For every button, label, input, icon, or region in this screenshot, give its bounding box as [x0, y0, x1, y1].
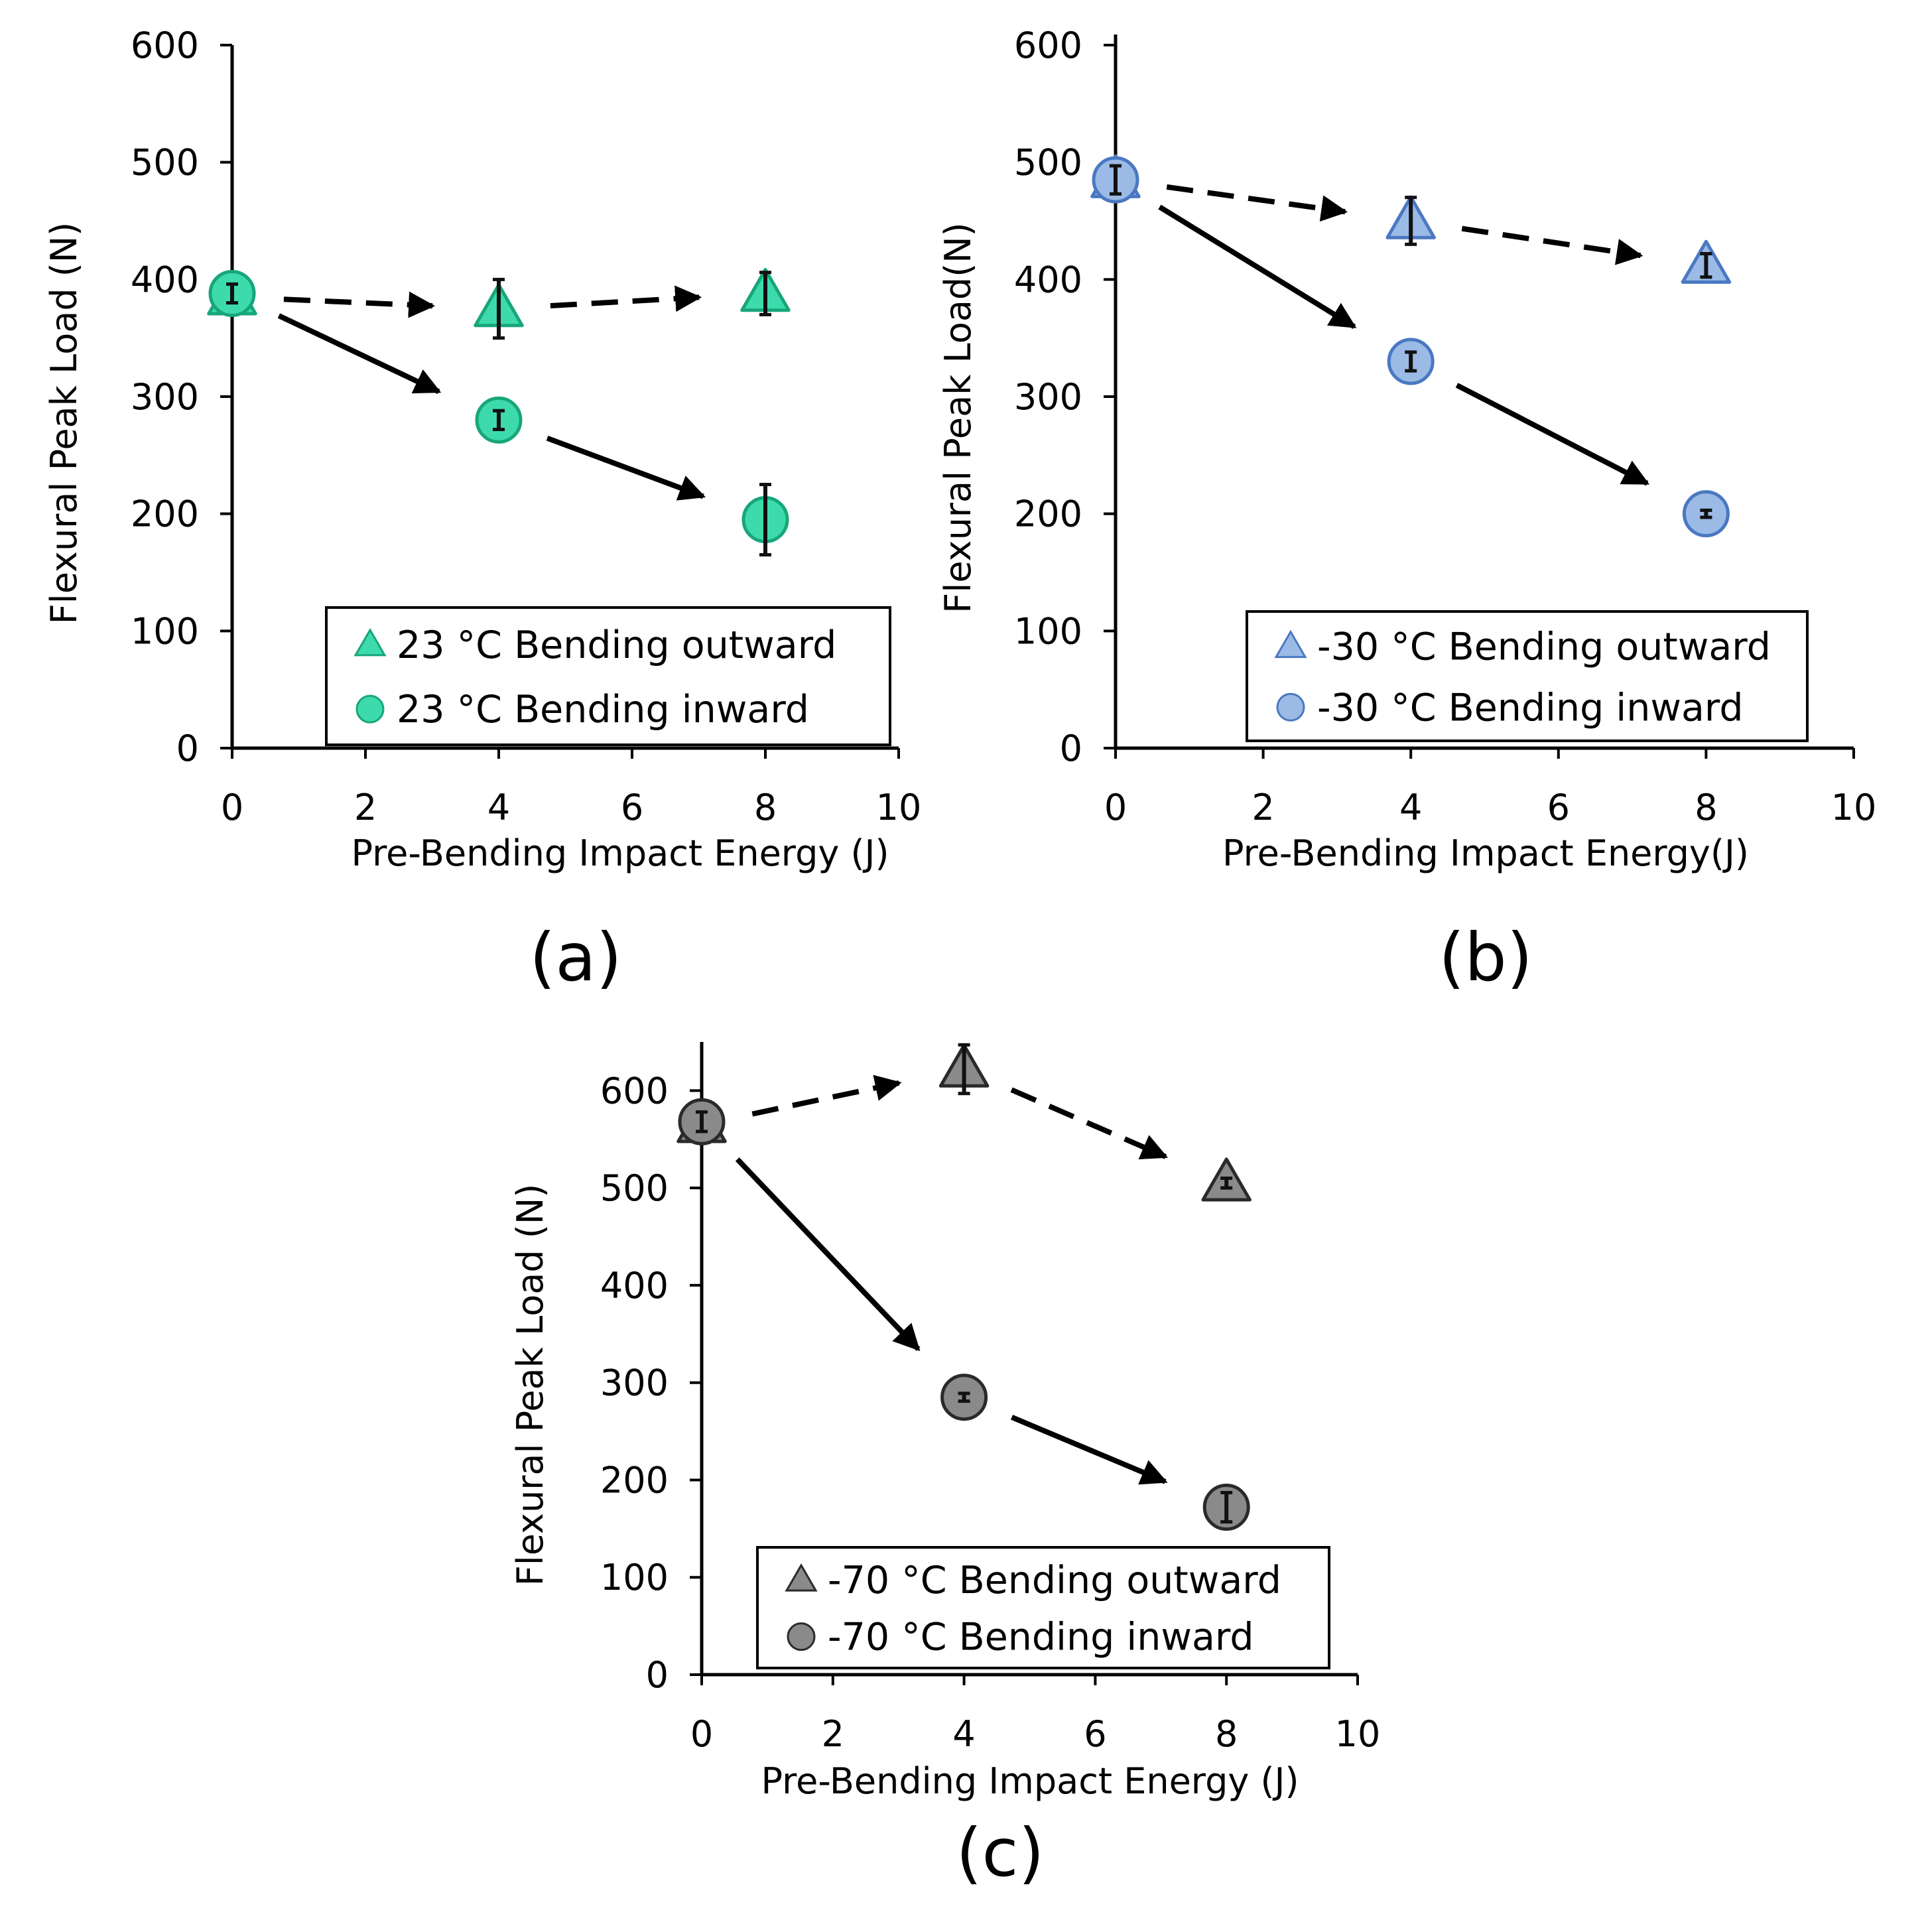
legend-marker-triangle	[353, 627, 387, 657]
trend-arrow-dashed	[283, 291, 436, 318]
y-axis-title: Flexural Peak Load(N)	[937, 222, 979, 613]
legend-entry: -30 °C Bending outward	[1317, 625, 1771, 669]
legend-marker-circle	[787, 1622, 816, 1651]
y-axis-title: Flexural Peak Load (N)	[43, 222, 85, 625]
y-tick-label: 0	[176, 728, 199, 769]
trend-arrow-dashed	[751, 1074, 902, 1117]
trend-arrow-dashed	[550, 285, 702, 312]
x-tick-label: 8	[1695, 787, 1717, 828]
legend-box	[1246, 610, 1809, 742]
legend-entry: 23 °C Bending inward	[397, 688, 809, 732]
legend-marker-triangle	[1274, 629, 1307, 659]
x-tick-label: 4	[952, 1713, 975, 1755]
legend-marker-circle	[1276, 692, 1305, 722]
legend-entry: -70 °C Bending inward	[828, 1616, 1254, 1659]
trend-arrow-solid	[546, 435, 706, 501]
trend-arrow-dashed	[1166, 184, 1348, 222]
x-tick-label: 10	[876, 787, 922, 828]
x-tick-label: 6	[1547, 787, 1570, 828]
y-tick-label: 500	[1014, 142, 1082, 184]
y-tick-label: 100	[131, 610, 199, 652]
x-axis-title: Pre-Bending Impact Energy (J)	[351, 832, 889, 874]
y-tick-label: 300	[600, 1362, 669, 1404]
y-tick-label: 100	[1014, 610, 1082, 652]
legend-box	[756, 1546, 1330, 1669]
x-axis-title: Pre-Bending Impact Energy(J)	[1222, 832, 1749, 874]
y-tick-label: 400	[131, 259, 199, 300]
x-tick-label: 6	[1084, 1713, 1106, 1755]
x-tick-label: 4	[487, 787, 510, 828]
panel-label: (c)	[956, 1814, 1044, 1892]
y-tick-label: 0	[646, 1654, 669, 1696]
y-tick-label: 100	[600, 1557, 669, 1598]
y-tick-label: 0	[1060, 728, 1082, 769]
y-tick-label: 400	[1014, 259, 1082, 300]
legend-marker-circle	[355, 694, 385, 724]
x-tick-label: 2	[354, 787, 377, 828]
y-tick-label: 600	[600, 1070, 669, 1112]
y-tick-label: 600	[1014, 25, 1082, 66]
legend-marker-triangle	[785, 1563, 818, 1592]
panel-label: (b)	[1439, 919, 1533, 996]
x-tick-label: 6	[621, 787, 643, 828]
y-tick-label: 200	[131, 493, 199, 535]
x-tick-label: 8	[1215, 1713, 1238, 1755]
legend-entry: -30 °C Bending inward	[1317, 686, 1744, 730]
y-tick-label: 600	[131, 25, 199, 66]
x-tick-label: 10	[1831, 787, 1877, 828]
legend-entry: 23 °C Bending outward	[397, 623, 836, 667]
x-tick-label: 10	[1335, 1713, 1381, 1755]
y-tick-label: 400	[600, 1265, 669, 1307]
y-tick-label: 300	[131, 376, 199, 418]
trend-arrow-solid	[1158, 204, 1357, 330]
x-axis-title: Pre-Bending Impact Energy (J)	[761, 1760, 1299, 1802]
x-tick-label: 0	[1104, 787, 1127, 828]
x-tick-label: 0	[690, 1713, 713, 1755]
trend-arrow-solid	[1455, 383, 1650, 486]
x-tick-label: 2	[1252, 787, 1274, 828]
y-tick-label: 500	[131, 142, 199, 184]
x-tick-label: 8	[754, 787, 777, 828]
x-tick-label: 4	[1399, 787, 1422, 828]
legend-box	[325, 606, 891, 746]
x-tick-label: 2	[822, 1713, 844, 1755]
y-axis-title: Flexural Peak Load (N)	[509, 1184, 551, 1586]
legend-entry: -70 °C Bending outward	[828, 1559, 1281, 1602]
trend-arrow-dashed	[1010, 1087, 1169, 1160]
x-tick-label: 0	[221, 787, 243, 828]
trend-arrow-solid	[735, 1157, 921, 1352]
trend-arrow-solid	[277, 313, 442, 395]
trend-arrow-solid	[1010, 1415, 1168, 1485]
trend-arrow-dashed	[1461, 225, 1643, 265]
y-tick-label: 300	[1014, 376, 1082, 418]
y-tick-label: 500	[600, 1167, 669, 1209]
y-tick-label: 200	[1014, 493, 1082, 535]
y-tick-label: 200	[600, 1459, 669, 1501]
panel-label: (a)	[529, 919, 621, 996]
